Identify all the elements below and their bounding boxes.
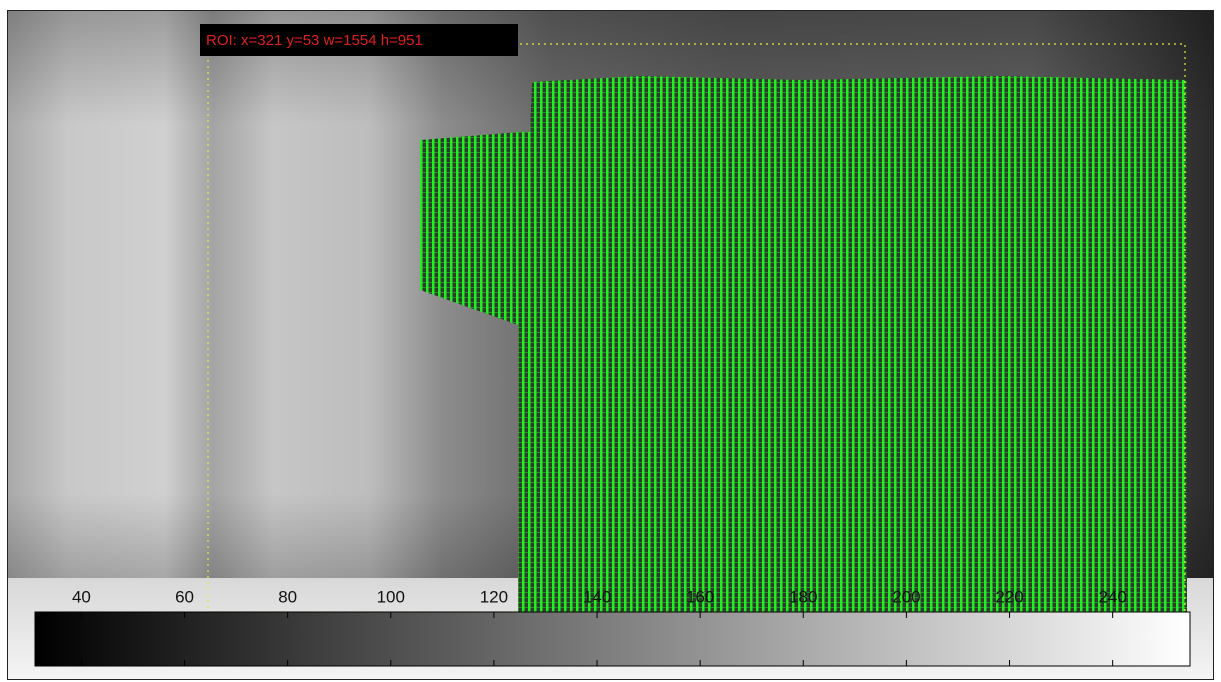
colorbar: 40 60 80 100 120 140 160 180 200 220 240: [34, 587, 1191, 667]
roi-label: ROI: x=321 y=53 w=1554 h=951: [206, 32, 423, 49]
colorbar-tick-label: 120: [480, 587, 508, 606]
roi-rectangle: [207, 43, 1186, 613]
tracking-points-left: [420, 132, 530, 612]
colorbar-tick-label: 140: [583, 587, 611, 606]
colorbar-tick-label: 220: [995, 587, 1023, 606]
colorbar-tick-label: 180: [789, 587, 817, 606]
colorbar-tick-label: 60: [175, 587, 194, 606]
image-view: ROI: x=321 y=53 w=1554 h=951: [8, 11, 1213, 679]
roi-label-box: [200, 24, 518, 56]
colorbar-tick-label: 40: [72, 587, 91, 606]
frame: [7, 10, 1214, 680]
colorbar-tick-label: 160: [686, 587, 714, 606]
colorbar-tick-label: 240: [1098, 587, 1126, 606]
colorbar-tick-label: 80: [278, 587, 297, 606]
tracking-points-main: [520, 76, 1187, 612]
colorbar-tick-label: 200: [892, 587, 920, 606]
colorbar-gradient: [34, 611, 1191, 667]
colorbar-tick-label: 100: [377, 587, 405, 606]
